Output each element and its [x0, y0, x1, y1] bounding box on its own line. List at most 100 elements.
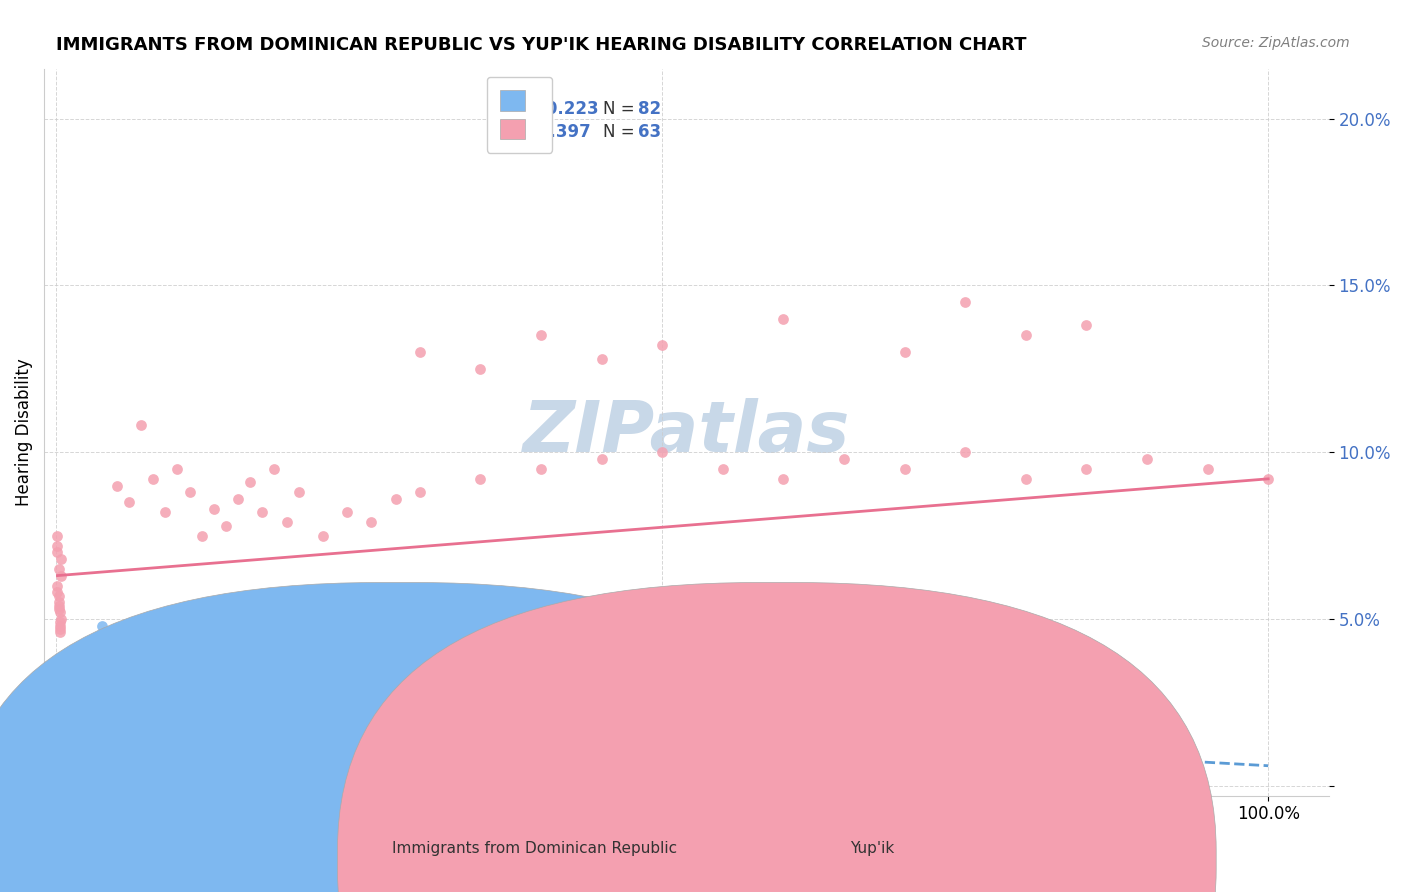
Point — [48, 672, 70, 686]
Text: Immigrants from Dominican Republic: Immigrants from Dominican Republic — [392, 841, 676, 856]
Point — [651, 338, 673, 352]
Point — [67, 725, 90, 739]
Text: R =: R = — [488, 123, 529, 141]
Point — [215, 518, 238, 533]
Point — [239, 475, 262, 490]
Point — [51, 692, 73, 706]
Point — [105, 478, 128, 492]
Point — [49, 618, 72, 632]
Point — [52, 695, 75, 709]
Point — [55, 706, 77, 720]
Point — [55, 702, 77, 716]
Point — [49, 612, 72, 626]
Point — [190, 528, 212, 542]
Point — [51, 695, 73, 709]
Point — [49, 685, 72, 699]
Text: ZIPatlas: ZIPatlas — [523, 398, 851, 467]
Point — [52, 695, 75, 709]
Point — [46, 681, 69, 696]
Point — [48, 599, 70, 613]
Point — [48, 689, 70, 703]
Point — [312, 528, 335, 542]
Point — [470, 361, 492, 376]
Point — [51, 695, 73, 709]
Point — [49, 689, 72, 703]
Point — [46, 668, 69, 682]
Point — [58, 698, 80, 713]
Point — [63, 719, 86, 733]
Point — [49, 622, 72, 636]
Point — [51, 692, 73, 706]
Point — [142, 665, 165, 680]
Point — [530, 462, 553, 476]
Point — [470, 472, 492, 486]
Point — [142, 472, 165, 486]
Point — [48, 602, 70, 616]
Point — [48, 675, 70, 690]
Point — [179, 685, 201, 699]
Point — [48, 668, 70, 682]
Point — [46, 578, 69, 592]
Point — [49, 685, 72, 699]
Point — [953, 295, 976, 310]
Point — [48, 681, 70, 696]
Point — [1257, 472, 1279, 486]
Text: N =: N = — [603, 123, 640, 141]
Point — [202, 698, 225, 713]
Point — [46, 545, 69, 559]
Point — [226, 706, 249, 720]
Point — [49, 685, 72, 699]
Point — [953, 445, 976, 459]
Text: -0.223: -0.223 — [538, 100, 599, 118]
Point — [49, 685, 72, 699]
Point — [48, 685, 70, 699]
Point — [53, 679, 76, 693]
Point — [52, 698, 75, 713]
Point — [179, 485, 201, 500]
Point — [46, 528, 69, 542]
Y-axis label: Hearing Disability: Hearing Disability — [15, 359, 32, 506]
Point — [155, 672, 177, 686]
Point — [276, 515, 298, 529]
Point — [360, 515, 382, 529]
Point — [1015, 328, 1038, 343]
Point — [48, 589, 70, 603]
Point — [46, 672, 69, 686]
Point — [49, 615, 72, 630]
Point — [72, 712, 94, 726]
Point — [48, 675, 70, 690]
Point — [591, 451, 613, 466]
Point — [91, 618, 114, 632]
Text: 82: 82 — [638, 100, 661, 118]
Point — [591, 351, 613, 366]
Point — [48, 595, 70, 609]
Point — [226, 491, 249, 506]
Point — [52, 685, 75, 699]
Point — [53, 695, 76, 709]
Point — [772, 311, 794, 326]
Point — [49, 568, 72, 582]
Point — [49, 675, 72, 690]
Point — [49, 692, 72, 706]
Point — [118, 495, 141, 509]
Point — [49, 685, 72, 699]
Text: IMMIGRANTS FROM DOMINICAN REPUBLIC VS YUP'IK HEARING DISABILITY CORRELATION CHAR: IMMIGRANTS FROM DOMINICAN REPUBLIC VS YU… — [56, 36, 1026, 54]
Point — [409, 485, 432, 500]
Point — [46, 672, 69, 686]
Point — [1015, 472, 1038, 486]
Point — [87, 732, 110, 747]
Point — [1076, 462, 1098, 476]
Point — [51, 692, 73, 706]
Point — [190, 692, 212, 706]
Point — [1197, 462, 1219, 476]
Text: 63: 63 — [638, 123, 661, 141]
Point — [56, 692, 79, 706]
Point — [263, 712, 285, 726]
Point — [49, 679, 72, 693]
Point — [299, 719, 322, 733]
Point — [118, 645, 141, 659]
Point — [49, 679, 72, 693]
Point — [59, 712, 82, 726]
Point — [1076, 318, 1098, 333]
Point — [48, 562, 70, 576]
